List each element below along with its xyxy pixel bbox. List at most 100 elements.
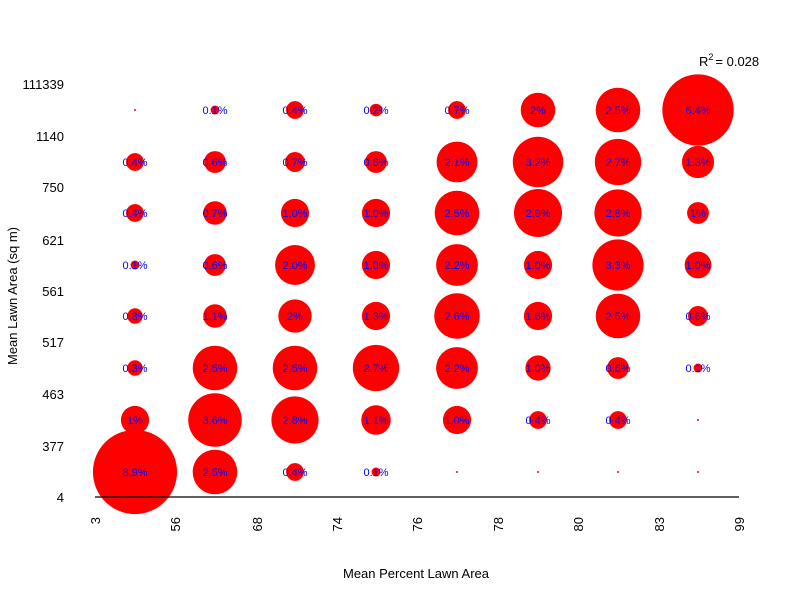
bubble-percent-label: 1.0% <box>685 260 710 272</box>
bubble-percent-label: 2.8% <box>282 415 307 427</box>
bubble-percent-label: 0.2% <box>363 105 388 117</box>
bubble <box>697 419 699 421</box>
bubble <box>352 344 400 392</box>
bubble-percent-label: 2.5% <box>444 208 469 220</box>
y-tick-label: 1140 <box>36 129 64 144</box>
bubble <box>537 471 539 473</box>
bubble <box>361 198 391 228</box>
y-tick-label: 463 <box>42 387 64 402</box>
bubble-percent-label: 0.7% <box>202 208 227 220</box>
r-squared-annotation: R2 = 0.028 <box>699 52 759 69</box>
bubble-percent-label: 2.5% <box>282 363 307 375</box>
bubble-percent-label: 2.1% <box>444 157 469 169</box>
bubble <box>203 304 227 328</box>
bubble <box>130 260 140 270</box>
x-tick-label: 3 <box>88 517 103 524</box>
y-tick-label: 377 <box>42 439 64 454</box>
bubble-percent-label: 2.9% <box>525 208 550 220</box>
bubble-percent-label: 1.0% <box>444 415 469 427</box>
x-tick-label: 68 <box>250 517 265 531</box>
bubble <box>520 92 556 128</box>
bubble-percent-label: 0.4% <box>122 208 147 220</box>
bubble-percent-label: 2.7% <box>363 363 388 375</box>
bubble <box>272 345 318 391</box>
bubble <box>286 101 304 119</box>
bubble <box>687 202 709 224</box>
bubble <box>192 449 238 495</box>
bubble-percent-label: 8.9% <box>122 467 147 479</box>
bubble-percent-label: 2% <box>287 311 303 323</box>
bubble-percent-label: 3.2% <box>525 157 550 169</box>
bubble <box>192 345 238 391</box>
bubble-percent-label: 2.5% <box>202 467 227 479</box>
bubble-percent-label: 0.3% <box>122 363 147 375</box>
bubble-percent-label: 0.1% <box>363 467 388 479</box>
bubble <box>92 429 178 515</box>
bubble <box>434 190 480 236</box>
bubble-percent-label: 2.5% <box>202 363 227 375</box>
bubble-percent-label: 0.3% <box>122 311 147 323</box>
bubble <box>594 189 642 237</box>
bubble <box>697 471 699 473</box>
bubble-percent-label: 1.0% <box>525 260 550 272</box>
bubble <box>448 101 466 119</box>
bubble <box>361 301 391 331</box>
bubble <box>456 471 458 473</box>
bubble <box>607 357 629 379</box>
bubble <box>280 198 310 228</box>
bubble-percent-label: 1.1% <box>363 415 388 427</box>
bubble <box>361 250 391 280</box>
bubble-percent-label: 1.3% <box>363 311 388 323</box>
bubble <box>436 141 478 183</box>
bubble-percent-label: 0.1% <box>685 363 710 375</box>
bubble-percent-label: 2.2% <box>444 363 469 375</box>
x-tick-label: 56 <box>168 517 183 531</box>
bubble-percent-label: 2.7% <box>605 157 630 169</box>
bubble-percent-label: 0.4% <box>122 157 147 169</box>
bubble <box>286 463 304 481</box>
bubble-layer <box>92 74 734 515</box>
bubble <box>595 87 641 133</box>
bubble-percent-label: 0.6% <box>685 311 710 323</box>
x-tick-label: 80 <box>571 517 586 531</box>
x-tick-labels: 3 56 68 74 76 78 80 83 99 <box>88 517 747 531</box>
bubble-percent-label: 0.1% <box>202 105 227 117</box>
bubble-percent-label: 0.4% <box>525 415 550 427</box>
bubble <box>126 204 144 222</box>
bubble <box>609 411 627 429</box>
bubble <box>693 363 703 373</box>
bubble-percent-label: 3.3% <box>605 260 630 272</box>
bubble <box>681 145 715 179</box>
bubble <box>617 471 619 473</box>
y-tick-label: 750 <box>42 180 64 195</box>
bubble <box>204 151 226 173</box>
bubble-percent-label: 2.8% <box>605 208 630 220</box>
y-tick-labels: 4 377 463 517 561 621 750 1140 111339 <box>23 77 64 505</box>
bubble <box>442 405 472 435</box>
bubble <box>594 138 642 186</box>
bubble-percent-label: 1.0% <box>363 208 388 220</box>
bubble-percent-label: 0.1% <box>122 260 147 272</box>
bubble-percent-label: 1.0% <box>525 363 550 375</box>
y-tick-label: 621 <box>42 233 64 248</box>
y-axis-title: Mean Lawn Area (sq m) <box>5 227 20 365</box>
bubble <box>127 360 143 376</box>
bubble-percent-label: 1% <box>127 415 143 427</box>
bubble <box>525 355 551 381</box>
bubble <box>523 301 553 331</box>
percent-label-layer: 8.9% 2.5% 0.4% 0.1% 1% 3.6% 2.8% 1.1% 1.0% 0.4% 0.… <box>122 105 710 479</box>
bubble <box>203 201 227 225</box>
bubble <box>120 405 150 435</box>
bubble <box>275 245 315 285</box>
bubble-percent-label: 1% <box>690 208 706 220</box>
bubble-percent-label: 2.5% <box>605 105 630 117</box>
x-tick-label: 78 <box>491 517 506 531</box>
y-tick-label: 517 <box>42 335 64 350</box>
bubble-percent-label: 1.3% <box>685 157 710 169</box>
y-tick-label: 4 <box>57 490 64 505</box>
bubble <box>369 103 383 117</box>
bubble-percent-label: 1.0% <box>282 208 307 220</box>
y-tick-label: 561 <box>42 284 64 299</box>
bubble <box>285 152 305 172</box>
